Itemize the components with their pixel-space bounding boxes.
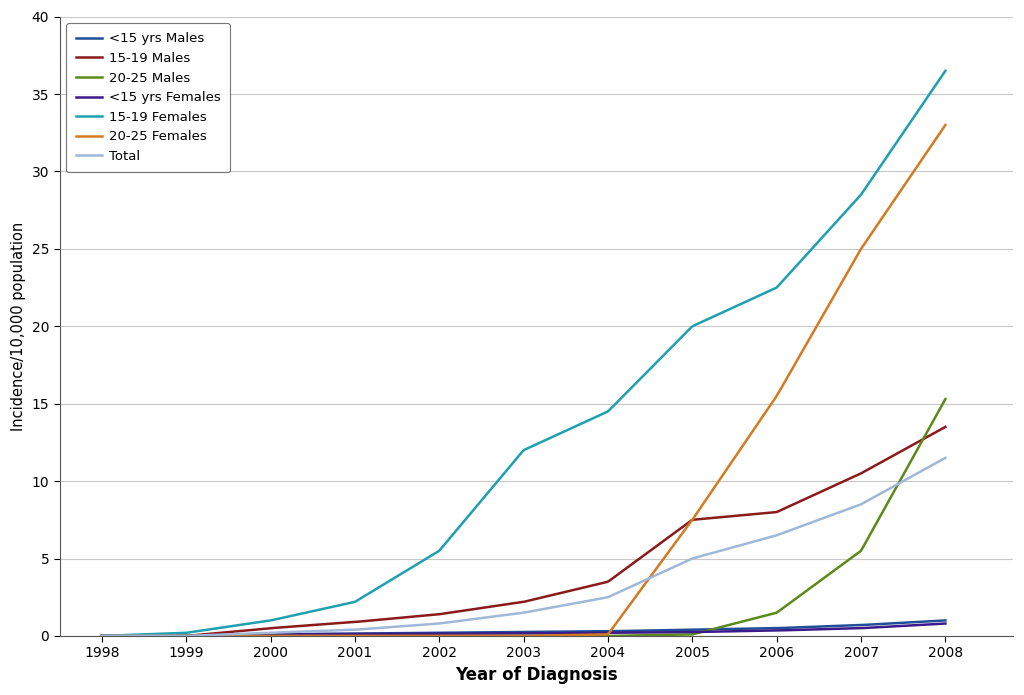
<15 yrs Females xyxy=(919,621,931,629)
20-25 Males xyxy=(502,632,514,640)
15-19 Males xyxy=(502,600,514,608)
20-25 Males xyxy=(787,596,800,605)
20-25 Males xyxy=(939,395,951,403)
20-25 Females xyxy=(502,632,514,640)
Line: 20-25 Males: 20-25 Males xyxy=(101,399,945,636)
20-25 Females xyxy=(939,121,951,129)
15-19 Females xyxy=(919,97,931,105)
20-25 Males xyxy=(552,632,564,640)
<15 yrs Males xyxy=(552,628,564,636)
15-19 Females xyxy=(552,430,564,439)
<15 yrs Males xyxy=(919,617,931,626)
<15 yrs Males xyxy=(497,628,509,637)
20-25 Females xyxy=(787,363,800,371)
<15 yrs Females xyxy=(497,630,509,638)
<15 yrs Females xyxy=(787,626,800,635)
15-19 Males xyxy=(95,632,108,640)
15-19 Females xyxy=(497,471,509,480)
<15 yrs Females xyxy=(939,619,951,628)
Y-axis label: Incidence/10,000 population: Incidence/10,000 population xyxy=(11,222,26,431)
Total xyxy=(502,611,514,619)
20-25 Females xyxy=(598,630,610,639)
Line: 20-25 Females: 20-25 Females xyxy=(101,125,945,636)
20-25 Females xyxy=(95,632,108,640)
<15 yrs Females xyxy=(502,630,514,638)
15-19 Females xyxy=(95,632,108,640)
20-25 Males xyxy=(598,632,610,640)
Total xyxy=(787,525,800,533)
Total xyxy=(939,454,951,462)
15-19 Males xyxy=(919,434,931,442)
20-25 Males xyxy=(919,432,931,440)
<15 yrs Males xyxy=(95,632,108,640)
Legend: <15 yrs Males, 15-19 Males, 20-25 Males, <15 yrs Females, 15-19 Females, 20-25 F: <15 yrs Males, 15-19 Males, 20-25 Males,… xyxy=(67,23,229,172)
Total xyxy=(95,632,108,640)
20-25 Females xyxy=(497,632,509,640)
Line: 15-19 Females: 15-19 Females xyxy=(101,71,945,636)
15-19 Males xyxy=(497,600,509,609)
20-25 Females xyxy=(919,151,931,159)
<15 yrs Males xyxy=(502,628,514,637)
<15 yrs Females xyxy=(552,629,564,637)
Total xyxy=(497,611,509,619)
<15 yrs Males xyxy=(598,627,610,635)
15-19 Females xyxy=(939,67,951,75)
X-axis label: Year of Diagnosis: Year of Diagnosis xyxy=(455,666,617,684)
<15 yrs Females xyxy=(598,629,610,637)
<15 yrs Males xyxy=(939,616,951,625)
<15 yrs Females xyxy=(95,632,108,640)
20-25 Females xyxy=(552,631,564,639)
15-19 Males xyxy=(787,500,800,509)
15-19 Males xyxy=(598,578,610,587)
20-25 Males xyxy=(95,632,108,640)
Line: <15 yrs Males: <15 yrs Males xyxy=(101,621,945,636)
15-19 Females xyxy=(598,409,610,418)
20-25 Males xyxy=(497,632,509,640)
Line: <15 yrs Females: <15 yrs Females xyxy=(101,623,945,636)
<15 yrs Males xyxy=(787,623,800,632)
Line: 15-19 Males: 15-19 Males xyxy=(101,427,945,636)
Total xyxy=(919,465,931,473)
15-19 Females xyxy=(787,265,800,274)
Line: Total: Total xyxy=(101,458,945,636)
15-19 Males xyxy=(939,423,951,431)
15-19 Females xyxy=(502,465,514,473)
Total xyxy=(552,602,564,610)
Total xyxy=(598,594,610,602)
15-19 Males xyxy=(552,589,564,598)
